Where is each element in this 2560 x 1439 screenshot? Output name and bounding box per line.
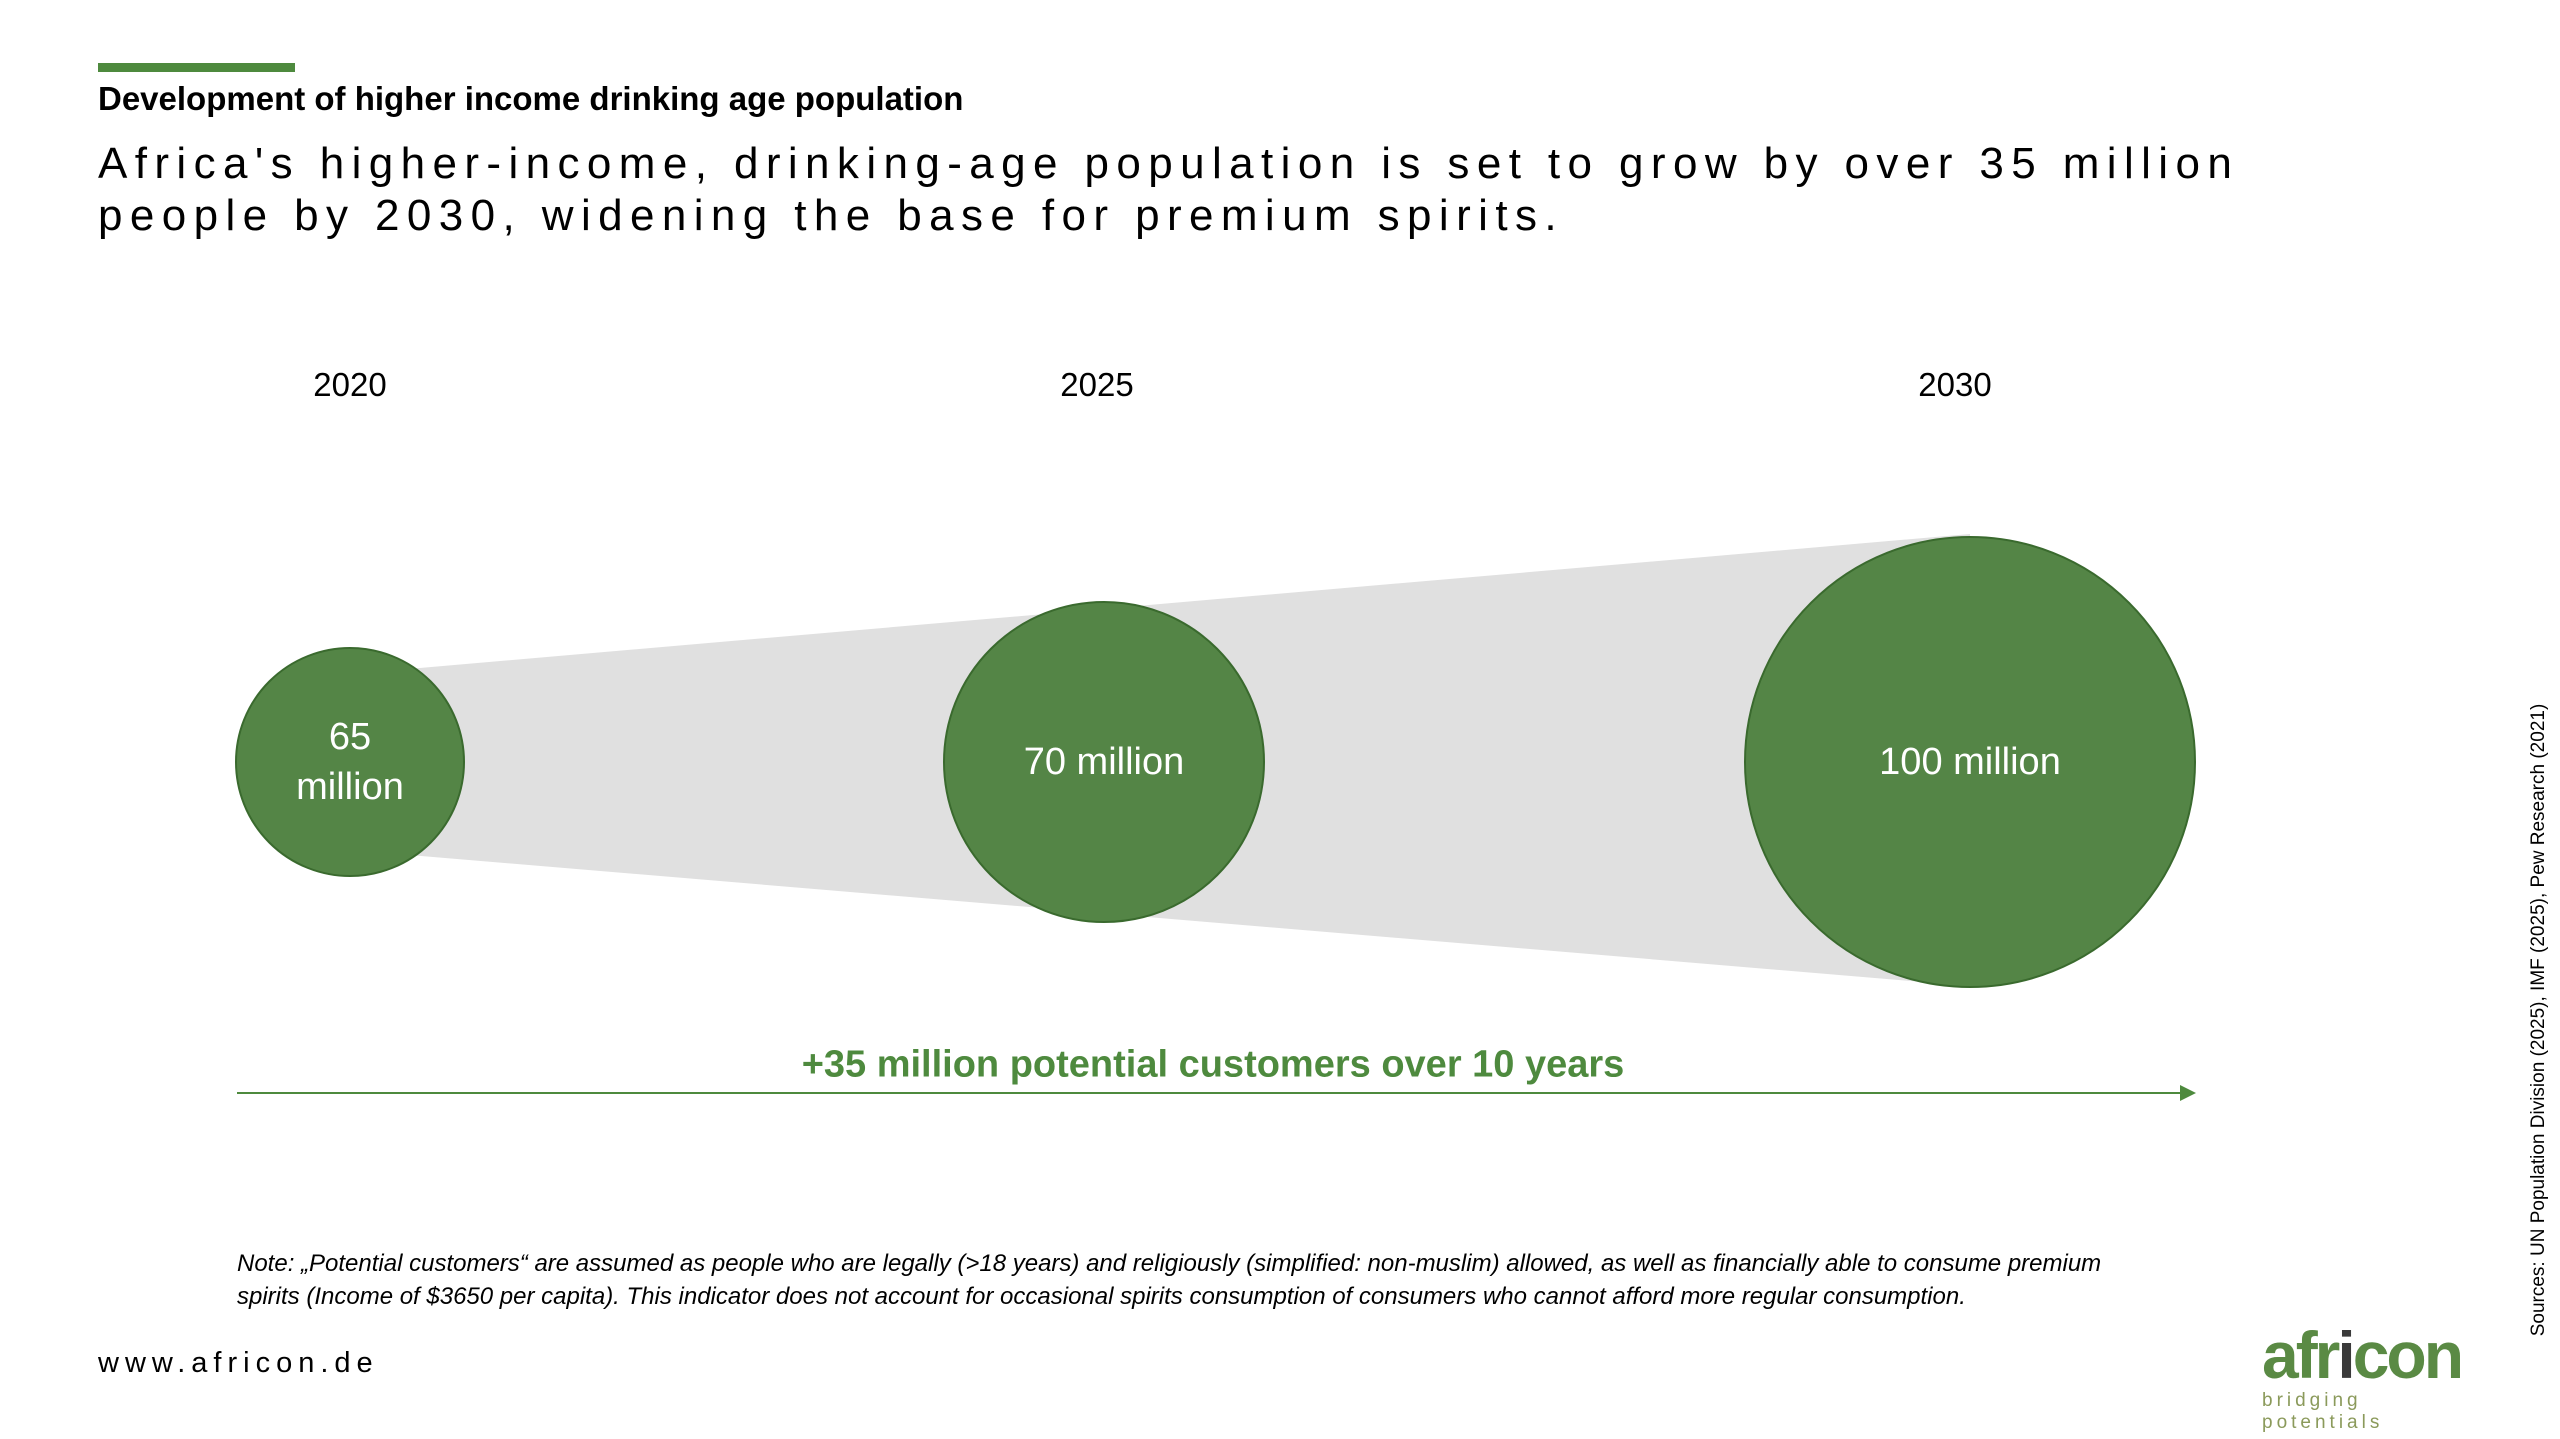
bubble-2020: [235, 647, 465, 877]
footnote: Note: „Potential customers“ are assumed …: [237, 1250, 2102, 1310]
growth-label: +35 million potential customers over 10 …: [801, 1043, 1625, 1086]
slide-headline: Africa's higher-income, drinking-age pop…: [98, 139, 2240, 240]
accent-bar: [98, 63, 295, 72]
bubble-2030: [1744, 536, 2196, 988]
bubble-2030-label: 100 million: [1879, 741, 2061, 783]
bubble-2025: [943, 601, 1265, 923]
sources-text: Sources: UN Population Division (2025), …: [2528, 703, 2549, 1337]
bubble-2020-label: 65 million: [296, 716, 404, 808]
logo-tagline: bridging potentials: [2262, 1390, 2384, 1433]
logo-wordmark: africon: [2262, 1322, 2492, 1388]
year-2030: 2030: [1918, 366, 1992, 403]
logo-part-3: con: [2352, 1318, 2464, 1392]
slide-subtitle: Development of higher income drinking ag…: [98, 80, 964, 117]
timeline-arrowhead: [2180, 1085, 2196, 1101]
website-link[interactable]: www.africon.de: [98, 1347, 379, 1379]
africon-logo: africon bridging potentials: [2262, 1322, 2492, 1434]
logo-part-2: i: [2337, 1318, 2355, 1392]
year-2025: 2025: [1060, 366, 1134, 403]
bubble-2025-label: 70 million: [1023, 741, 1185, 783]
year-2020: 2020: [313, 366, 387, 403]
logo-part-1: afr: [2262, 1318, 2340, 1392]
